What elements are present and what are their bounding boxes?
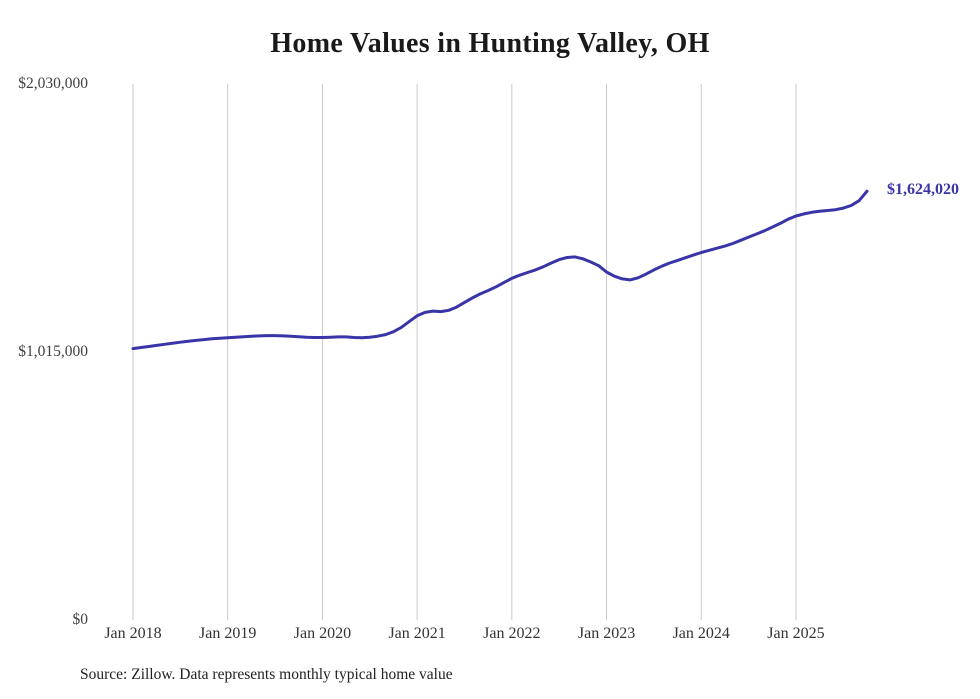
source-note: Source: Zillow. Data represents monthly …	[80, 666, 453, 683]
end-value-label: $1,624,020	[887, 181, 959, 199]
x-axis-label: Jan 2020	[293, 625, 352, 642]
chart-title: Home Values in Hunting Valley, OH	[270, 28, 710, 59]
x-axis-label: Jan 2019	[199, 625, 257, 642]
gridlines	[132, 84, 797, 620]
y-axis-label: $0	[72, 611, 89, 628]
x-axis-label: Jan 2022	[483, 625, 541, 642]
x-axis-label: Jan 2025	[767, 625, 825, 642]
x-axis-label: Jan 2018	[104, 625, 162, 642]
x-axis-label: Jan 2021	[388, 625, 446, 642]
home-value-line	[131, 189, 869, 351]
x-axis-label: Jan 2023	[577, 625, 636, 642]
y-axis-label: $1,015,000	[18, 343, 88, 360]
x-axis-label: Jan 2024	[672, 625, 730, 642]
y-axis-label: $2,030,000	[18, 75, 88, 92]
